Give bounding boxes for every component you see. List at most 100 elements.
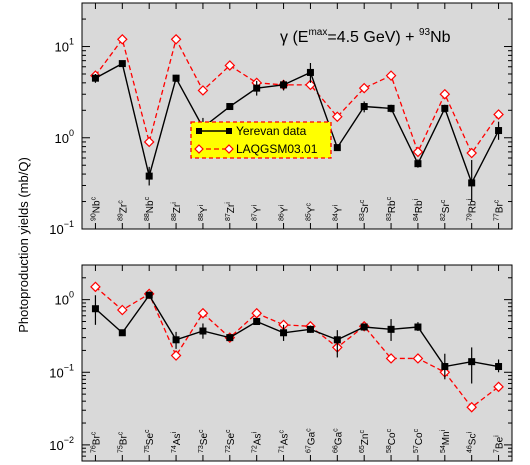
isotope-mass: 90 — [90, 213, 97, 221]
isotope-yield-type: c — [279, 430, 286, 434]
isotope-element: Ga — [306, 431, 317, 445]
isotope-mass: 86 — [279, 213, 286, 221]
isotope-element: Br — [495, 203, 506, 214]
isotope-element: Y — [280, 206, 291, 213]
tick-exponent: −2 — [64, 435, 74, 445]
top-y-tick-label: 100 — [55, 128, 74, 146]
top-data-point — [360, 103, 368, 111]
top-data-line — [95, 62, 500, 185]
top-category-label: 85Yc — [305, 203, 317, 221]
legend-data-marker-right — [226, 128, 232, 134]
bottom-y-tick-label: 100 — [55, 290, 74, 308]
top-model-point — [493, 109, 504, 120]
isotope-yield-type: c — [305, 428, 312, 432]
bottom-model-point — [197, 307, 209, 319]
isotope-yield-type: c — [117, 200, 124, 204]
bottom-data-point — [280, 329, 288, 337]
isotope-element: Ga — [333, 431, 344, 445]
isotope-element: Y — [333, 206, 344, 213]
top-model-point — [439, 88, 451, 100]
top-category-label: 88Yi — [198, 205, 210, 221]
bottom-category-label: 67Gac — [305, 428, 317, 453]
top-y-tick-label: 10−1 — [49, 219, 74, 237]
bottom-model-point — [493, 381, 504, 393]
top-y-tick-label: 101 — [55, 37, 74, 55]
bottom-category-label: 75Brc — [117, 431, 129, 453]
isotope-yield-type: c — [117, 431, 124, 435]
isotope-element: Sr — [441, 203, 452, 214]
tick-exponent: 0 — [69, 128, 74, 138]
bottom-model-point — [412, 353, 424, 364]
top-data-point — [172, 74, 180, 82]
isotope-yield-type: i — [413, 198, 420, 200]
isotope-mass: 88 — [144, 213, 151, 221]
isotope-mass: 66 — [332, 445, 339, 453]
isotope-mass: 76 — [90, 445, 97, 453]
bottom-data-point — [118, 329, 126, 337]
isotope-yield-type: i — [467, 198, 474, 200]
isotope-element: Nb — [145, 200, 156, 213]
bottom-category-label: 57Coc — [413, 428, 425, 453]
top-data-point — [91, 74, 99, 82]
isotope-yield-type: i — [279, 205, 286, 207]
isotope-mass: 75 — [117, 445, 124, 453]
isotope-mass: 73 — [198, 445, 205, 453]
top-data-point — [280, 81, 288, 89]
isotope-yield-type: i — [171, 432, 178, 434]
isotope-element: Mn — [441, 431, 452, 445]
bottom-data-point — [360, 323, 368, 331]
isotope-mass: 77 — [494, 213, 501, 221]
title-energy: =4.5 GeV) + — [327, 29, 419, 46]
tick-base: 10 — [49, 222, 63, 237]
isotope-yield-type: c — [90, 431, 97, 435]
bottom-data-point — [226, 334, 234, 342]
isotope-yield-type: i — [467, 432, 474, 434]
top-category-label: 87Yi — [252, 205, 264, 221]
top-data-point — [495, 127, 503, 135]
bottom-category-label: 54Mni — [440, 429, 452, 453]
bottom-data-line — [94, 293, 499, 368]
isotope-yield-type: i — [494, 435, 501, 437]
title-target-sup: 93 — [419, 27, 431, 38]
bottom-category-label: 58Coc — [386, 428, 398, 453]
bottom-category-label: 66Gac — [332, 428, 344, 453]
legend-data-marker-left — [196, 128, 202, 134]
bottom-category-label: 65Znc — [359, 430, 371, 453]
isotope-yield-type: c — [198, 429, 205, 433]
top-model-point — [466, 147, 478, 159]
top-panel: 10−110010190Nbc89Zrc88Nbc88Zri88Yi87Zri8… — [49, 2, 513, 237]
isotope-element: Be — [495, 436, 506, 449]
top-data-point — [306, 68, 314, 76]
legend: Yerevan data LAQGSM03.01 — [190, 121, 332, 159]
isotope-element: Se — [145, 433, 156, 446]
isotope-element: Zr — [226, 203, 237, 213]
top-category-label: 86Yi — [279, 205, 291, 221]
top-category-label: 88Nbc — [144, 196, 156, 221]
top-model-point — [385, 70, 397, 81]
top-category-label: 82Src — [440, 199, 452, 221]
isotope-element: Se — [226, 433, 237, 446]
isotope-mass: 85 — [305, 213, 312, 221]
isotope-mass: 71 — [279, 445, 286, 453]
tick-base: 10 — [55, 40, 69, 55]
isotope-mass: 72 — [225, 445, 232, 453]
bottom-model-point — [90, 281, 101, 293]
isotope-yield-type: i — [332, 205, 339, 207]
top-category-label: 83Src — [359, 199, 371, 221]
bottom-model-line — [95, 286, 499, 409]
isotope-yield-type: i — [252, 205, 259, 207]
isotope-mass: 65 — [359, 445, 366, 453]
isotope-yield-type: c — [359, 199, 366, 203]
bottom-data-point — [172, 336, 180, 344]
top-model-point — [143, 136, 155, 148]
title-target: Nb — [430, 29, 451, 46]
isotope-element: Br — [91, 435, 102, 446]
legend-box — [190, 121, 332, 159]
isotope-element: Zr — [172, 203, 183, 213]
top-model-point — [331, 111, 343, 123]
isotope-element: As — [172, 434, 183, 446]
legend-model-label: LAQGSM03.01 — [236, 142, 318, 156]
chart-title: γ (Emax=4.5 GeV) + 93Nb — [280, 27, 451, 46]
isotope-element: Rb — [414, 200, 425, 213]
